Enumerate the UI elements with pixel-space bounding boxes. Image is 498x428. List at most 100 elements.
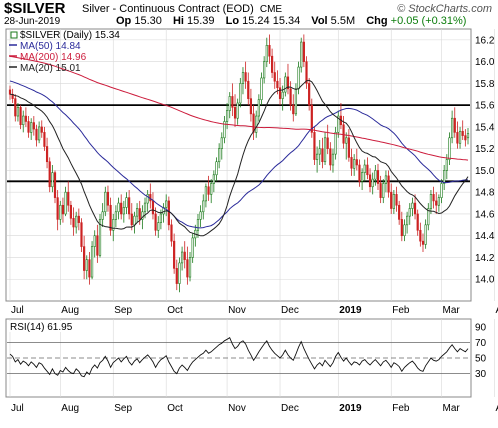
quote-line: Op 15.30 Hi 15.39 Lo 15.24 15.34 Vol 5.5… <box>116 15 474 27</box>
candle-body <box>27 121 30 133</box>
candle-body <box>35 128 38 141</box>
candle-body <box>138 208 141 220</box>
candle-body <box>199 211 202 220</box>
candle-body <box>286 76 290 90</box>
x-tick-label: Aug <box>61 305 79 316</box>
candle-body <box>461 130 464 136</box>
candle-body <box>382 183 385 198</box>
candle-body <box>8 89 12 95</box>
candle-body <box>178 262 181 284</box>
instrument-name: Silver - Continuous Contract (EOD) CME <box>82 3 282 15</box>
candle-body <box>398 204 401 220</box>
candle-body <box>255 115 258 133</box>
price-legend-swatch <box>10 31 18 39</box>
candle-body <box>337 115 340 133</box>
candle-body <box>453 117 456 133</box>
candle-body <box>225 110 229 122</box>
price-y-tick-label: 14.2 <box>475 253 495 264</box>
candle-body <box>117 202 120 213</box>
candle-body <box>96 235 99 256</box>
candle-body <box>334 132 337 155</box>
candle-body <box>56 197 59 220</box>
rsi-levels <box>7 341 470 375</box>
candle-body <box>292 104 295 115</box>
candle-body <box>347 137 350 158</box>
x-tick-label: Jul <box>11 305 24 316</box>
candle-body <box>24 115 27 122</box>
candle-body <box>83 246 86 271</box>
candle-body <box>366 164 369 176</box>
candle-body <box>93 235 96 247</box>
candle-body <box>231 96 234 108</box>
candle-body <box>445 159 448 171</box>
candle-body <box>183 251 186 260</box>
price-y-axis-labels: 14.0 14.2 14.4 14.6 14.8 15.0 15.2 15.4 15.6 15.8… <box>475 35 495 285</box>
x-tick-label: Sep <box>114 305 132 316</box>
candle-body <box>19 107 22 126</box>
candle-body <box>48 161 51 188</box>
candle-body <box>435 200 438 206</box>
candle-body <box>294 88 298 115</box>
change-label: Chg <box>366 15 388 27</box>
candle-body <box>165 200 168 208</box>
candle-body <box>180 251 184 264</box>
candle-body <box>384 175 388 184</box>
chart-header: $SILVER Silver - Continuous Contract (EO… <box>0 0 498 28</box>
price-y-tick-label: 14.6 <box>475 209 495 220</box>
candle-body <box>220 137 223 149</box>
ma20-line <box>9 79 469 237</box>
x-tick-label: Feb <box>392 403 410 414</box>
rsi-y-axis-labels: 30 50 70 90 <box>475 322 487 380</box>
instrument-title: Silver - Continuous Contract (EOD) <box>82 3 254 15</box>
candle-body <box>90 246 94 278</box>
candle-body <box>342 124 345 144</box>
candle-body <box>191 237 194 258</box>
candle-body <box>329 148 332 166</box>
price-y-tick-label: 15.4 <box>475 122 495 133</box>
candle-body <box>395 194 398 206</box>
symbol: $SILVER <box>4 0 66 17</box>
price-x-axis-labels: JulAugSepOctNovDec2019FebMarAprMayJun <box>11 305 498 316</box>
x-tick-label: 2019 <box>339 305 362 316</box>
candle-body <box>260 77 263 101</box>
candle-body <box>278 87 282 99</box>
rsi-legend: RSI(14) 61.95 <box>10 322 73 333</box>
candle-body <box>316 153 319 160</box>
candle-body <box>104 191 107 213</box>
x-tick-label: Nov <box>228 403 246 414</box>
candle-body <box>413 202 417 215</box>
rsi-y-tick-label: 30 <box>475 369 487 380</box>
candle-body <box>228 96 231 111</box>
candle-body <box>45 146 49 163</box>
candle-body <box>350 157 353 169</box>
candle-body <box>371 178 374 188</box>
candle-body <box>170 224 173 242</box>
candle-body <box>390 191 393 209</box>
candle-body <box>122 207 125 215</box>
candle-body <box>109 204 112 231</box>
candle-body <box>429 194 433 209</box>
x-tick-label: Nov <box>228 305 246 316</box>
low-value: 15.24 <box>242 15 270 27</box>
volume-label: Vol <box>311 15 328 27</box>
price-y-tick-label: 15.2 <box>475 144 495 155</box>
candle-body <box>361 172 364 182</box>
candle-body <box>400 219 403 237</box>
candle-body <box>204 186 208 202</box>
candle-body <box>135 208 139 217</box>
candle-body <box>114 211 117 220</box>
legend-ma20: MA(20) 15.01 <box>20 63 81 74</box>
legend-ma50: MA(50) 14.84 <box>20 41 81 52</box>
candle-body <box>355 159 358 166</box>
candle-body <box>363 164 366 173</box>
candle-body <box>440 183 443 198</box>
candle-body <box>154 213 157 231</box>
candle-body <box>77 215 80 223</box>
candle-body <box>141 211 144 220</box>
candle-body <box>305 61 308 84</box>
price-gridlines <box>7 29 495 301</box>
x-tick-label: Apr <box>495 403 498 414</box>
candle-body <box>38 126 41 141</box>
candle-body <box>273 72 276 82</box>
candle-body <box>265 45 268 62</box>
